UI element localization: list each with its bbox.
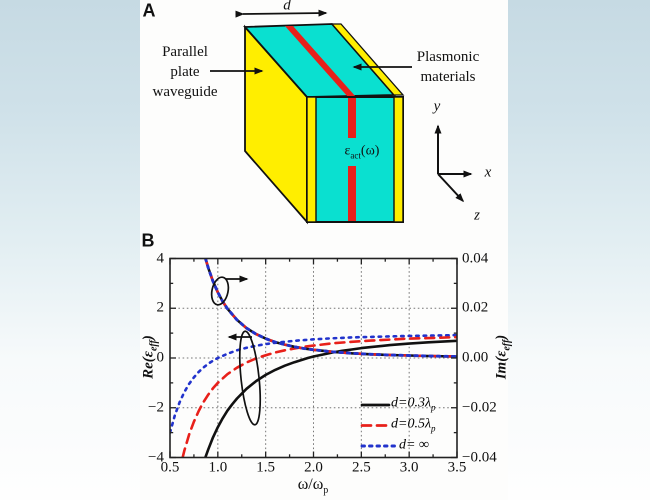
caption-line: materials xyxy=(420,69,476,85)
x-tick-label: 1.0 xyxy=(208,459,228,476)
x-tick-label: 2.0 xyxy=(304,459,323,476)
x-tick-label: 3.5 xyxy=(447,459,467,476)
waveguide-3d-schematic xyxy=(210,9,473,225)
front-left-plate-strip xyxy=(306,96,317,223)
left-y-tick-label: 0 xyxy=(156,349,165,366)
left-y-tick-label: −2 xyxy=(148,399,164,416)
top-red-stripe xyxy=(285,26,356,97)
d-dimension-label: d xyxy=(283,0,291,14)
panel-a-label: A xyxy=(142,0,156,21)
coordinate-axes xyxy=(434,124,473,203)
im-curve-overlap xyxy=(204,258,457,358)
left-y-tick-label: 2 xyxy=(156,299,165,316)
re-curve xyxy=(204,339,457,458)
d-dimension-arrow xyxy=(235,9,328,18)
caption-line: Parallel xyxy=(162,44,208,60)
epsilon-act-label: εact(ω) xyxy=(344,143,380,161)
plot-gridlines xyxy=(170,258,457,458)
right-y-tick-label: −0.02 xyxy=(462,399,497,416)
left-y-tick-label: 4 xyxy=(156,250,165,266)
right-plate-top-edge xyxy=(330,23,405,96)
re-curve xyxy=(170,333,457,434)
legend-entry-dinf: d= ∞ xyxy=(399,437,429,453)
right-y-tick-label: 0.02 xyxy=(462,299,489,316)
re-curve-ellipse xyxy=(238,330,262,426)
parallel-plate-caption: Parallel plate waveguide xyxy=(153,42,218,102)
front-red-stripe-upper xyxy=(348,98,356,138)
x-tick-label: 3.0 xyxy=(399,459,419,476)
legend-line-samples xyxy=(360,403,398,448)
plot-ticks xyxy=(169,257,458,459)
re-curve xyxy=(181,335,457,458)
right-y-tick-label: 0.00 xyxy=(462,349,489,366)
x-tick-label: 0.5 xyxy=(160,459,180,476)
plasmonic-caption: Plasmonic materials xyxy=(417,47,480,87)
im-curve-ellipse xyxy=(210,276,230,306)
caption-line: plate xyxy=(170,64,200,80)
caption-line: waveguide xyxy=(152,84,218,100)
x-tick-label: 2.5 xyxy=(351,459,371,476)
z-axis-letter: z xyxy=(474,207,480,224)
axis-pointer-annotations xyxy=(210,275,262,426)
panel-b-label: B xyxy=(141,230,155,251)
x-axis-title: ω/ωp xyxy=(297,475,329,497)
plot-curves xyxy=(170,258,457,458)
right-y-tick-label: −0.04 xyxy=(462,449,497,465)
front-red-stripe-lower xyxy=(348,166,356,221)
caption-line: Plasmonic xyxy=(416,49,480,65)
legend-entry-d05: d=0.5λp xyxy=(391,416,436,434)
front-right-plate-strip xyxy=(393,96,404,223)
left-y-tick-label: −4 xyxy=(148,449,164,465)
legend-entry-d03: d=0.3λp xyxy=(391,395,436,413)
right-y-tick-label: 0.04 xyxy=(462,250,489,266)
y-axis-letter: y xyxy=(433,98,441,115)
x-tick-label: 1.5 xyxy=(256,459,276,476)
right-y-axis-title: Im(εeff) xyxy=(493,334,513,380)
x-axis-letter: x xyxy=(484,164,492,181)
